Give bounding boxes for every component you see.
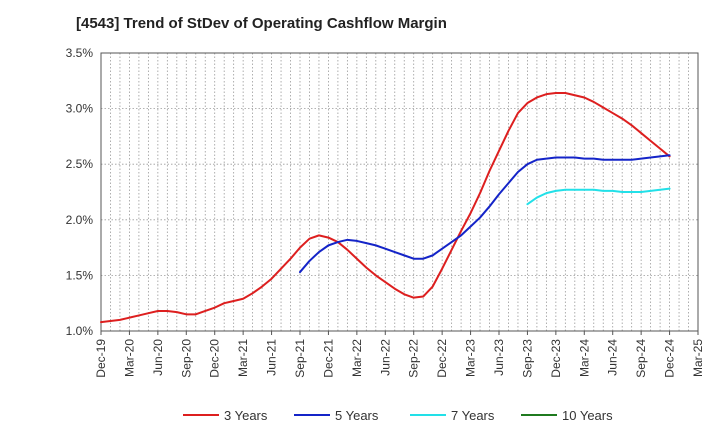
x-tick-label: Mar-25	[691, 339, 705, 377]
x-tick-label: Mar-24	[577, 339, 591, 377]
legend-label: 5 Years	[335, 408, 379, 423]
chart-axes: 1.0% 1.5% 2.0% 2.5% 3.0% 3.5% Dec-19 Mar-20 Jun-…	[66, 46, 705, 378]
x-tick-label: Sep-24	[634, 339, 648, 378]
x-tick-label: Sep-22	[407, 339, 421, 378]
x-tick-label: Jun-24	[606, 339, 620, 376]
legend-label: 3 Years	[224, 408, 268, 423]
y-tick-label: 3.5%	[66, 46, 94, 60]
chart-legend: 3 Years 5 Years 7 Years 10 Years	[183, 408, 613, 423]
x-tick-label: Sep-20	[179, 339, 193, 378]
chart-grid	[100, 52, 699, 332]
y-tick-label: 1.5%	[66, 268, 94, 282]
x-tick-label: Jun-20	[151, 339, 165, 376]
x-tick-label: Mar-21	[236, 339, 250, 377]
y-tick-label: 2.0%	[66, 213, 94, 227]
x-tick-label: Dec-20	[208, 339, 222, 378]
series-line-3-years	[100, 92, 671, 324]
x-tick-label: Mar-23	[464, 339, 478, 377]
x-tick-label: Mar-20	[122, 339, 136, 377]
plot-area	[101, 53, 698, 331]
legend-label: 7 Years	[451, 408, 495, 423]
y-tick-label: 3.0%	[66, 102, 94, 116]
chart-series	[100, 92, 671, 324]
y-tick-label: 2.5%	[66, 157, 94, 171]
series-line-7-years	[526, 187, 671, 206]
y-tick-label: 1.0%	[66, 324, 94, 338]
x-tick-label: Dec-22	[435, 339, 449, 378]
x-tick-label: Jun-21	[265, 339, 279, 376]
x-tick-label: Jun-23	[492, 339, 506, 376]
x-tick-label: Dec-19	[94, 339, 108, 378]
x-tick-label: Sep-23	[520, 339, 534, 378]
plot-border	[100, 52, 699, 332]
chart-title: [4543] Trend of StDev of Operating Cashf…	[76, 15, 447, 32]
x-tick-label: Dec-23	[549, 339, 563, 378]
x-tick-label: Dec-21	[321, 339, 335, 378]
x-tick-label: Mar-22	[350, 339, 364, 377]
x-tick-label: Jun-22	[378, 339, 392, 376]
legend-label: 10 Years	[562, 408, 613, 423]
x-tick-label: Dec-24	[663, 339, 677, 378]
x-tick-label: Sep-21	[293, 339, 307, 378]
series-line-5-years	[299, 154, 671, 274]
